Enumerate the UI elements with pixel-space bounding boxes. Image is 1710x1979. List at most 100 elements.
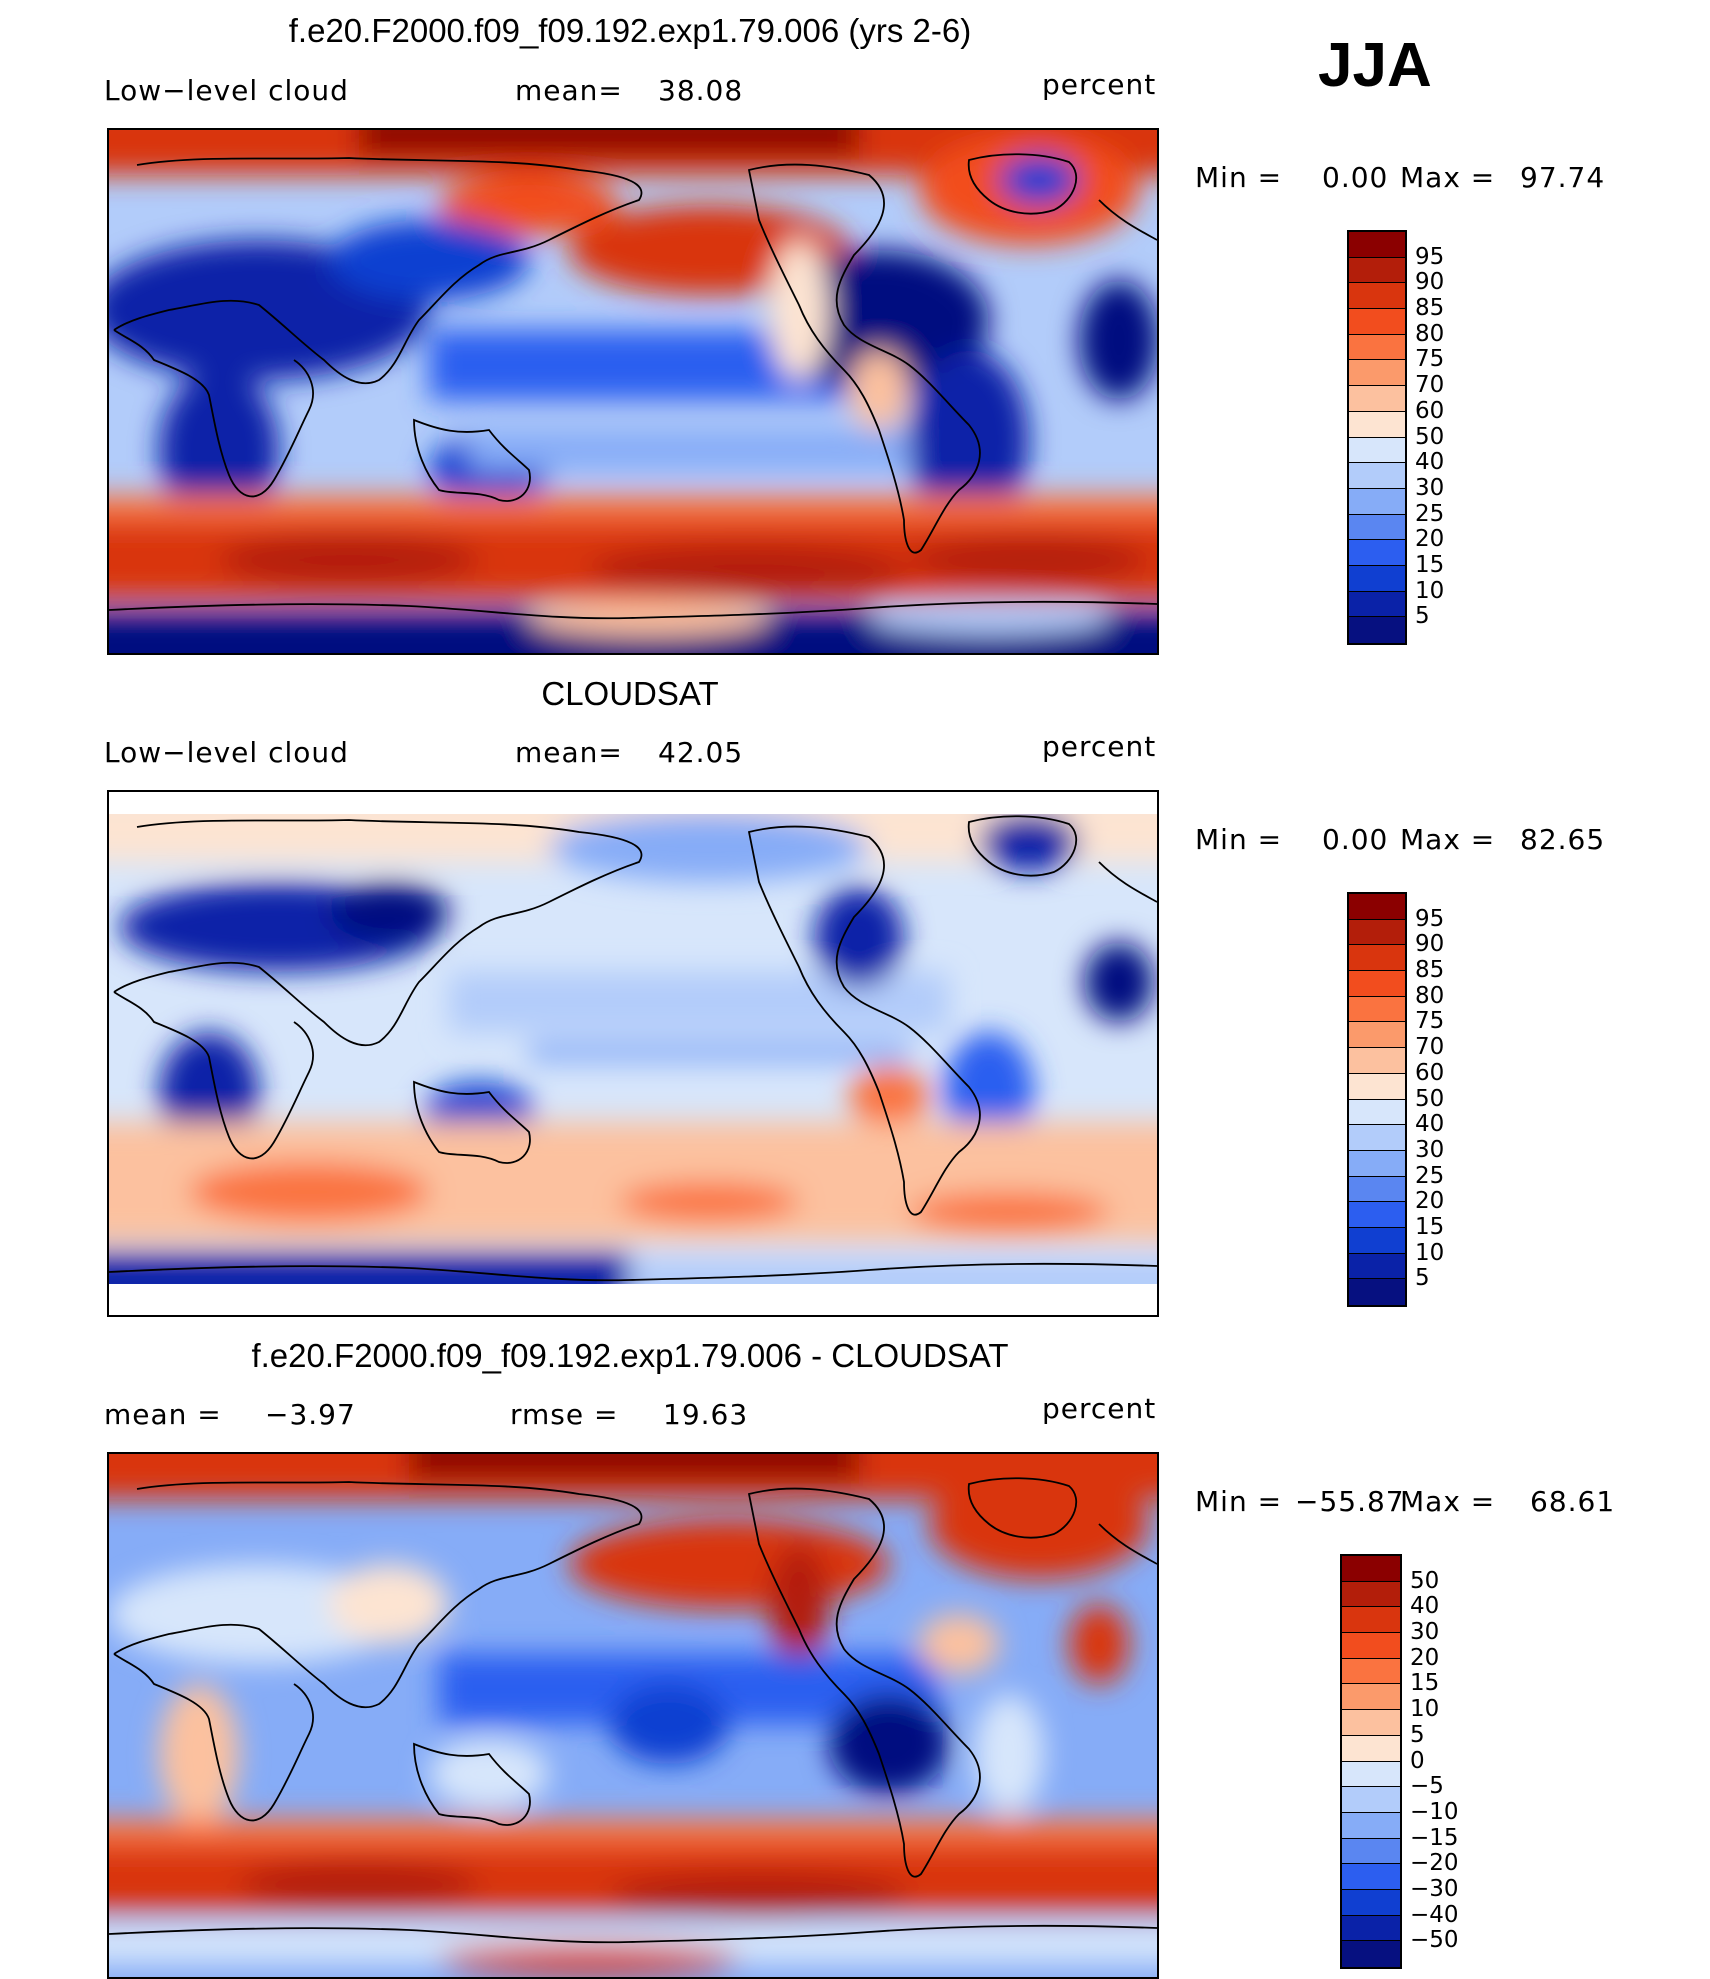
colorbar-tick-label: 70 [1415,1034,1445,1061]
colorbar-segment [1349,540,1405,566]
colorbar-tick-label: 50 [1410,1567,1440,1594]
colorbar-tick-label: 5 [1410,1721,1425,1748]
colorbar-tick-label: 15 [1415,551,1445,578]
colorbar-segment [1349,514,1405,541]
colorbar-tick-label: 5 [1415,1265,1430,1292]
colorbar-segment [1342,1864,1400,1890]
panel-1-min-value: 0.00 [1322,161,1389,194]
colorbar-segment [1342,1838,1400,1865]
colorbar-segment [1349,1150,1405,1177]
panel-3-rmse-label: rmse = [510,1398,619,1431]
colorbar-segment [1349,232,1405,258]
colorbar-segment [1342,1735,1400,1762]
panel-3-min-label: Min = [1195,1485,1283,1518]
panel-2-mean-value: 42.05 [658,736,744,769]
colorbar-tick-label: 25 [1415,1162,1445,1189]
panel-2-map [107,790,1159,1317]
colorbar-segment [1342,1556,1400,1582]
colorbar-segment [1349,1125,1405,1151]
colorbar-segment [1342,1684,1400,1711]
panel-3-min-value: −55.87 [1295,1485,1405,1518]
colorbar-tick-label: 15 [1415,1213,1445,1240]
colorbar-tick-label: 30 [1415,1136,1445,1163]
colorbar-segment [1349,1176,1405,1203]
colorbar-tick-label: −50 [1410,1927,1459,1954]
colorbar-tick-label: 75 [1415,1008,1445,1035]
colorbar-tick-label: 40 [1410,1593,1440,1620]
panel-1-variable-label: Low−level cloud [104,74,349,107]
panel-1-mean-label: mean= [515,74,623,107]
panel-2-units: percent [1042,730,1157,763]
panel-2-min-value: 0.00 [1322,823,1389,856]
panel-3-units: percent [1042,1392,1157,1425]
colorbar-segment [1349,1202,1405,1228]
panel-2-max-value: 82.65 [1520,823,1606,856]
colorbar-tick-label: 20 [1415,526,1445,553]
colorbar-tick-label: 60 [1415,397,1445,424]
panel-3-mean-value: −3.97 [265,1398,356,1431]
colorbar-tick-label: 20 [1415,1188,1445,1215]
colorbar-segment [1342,1941,1400,1967]
colorbar-segment [1342,1658,1400,1685]
colorbar-segment [1342,1915,1400,1942]
colorbar-segment [1349,1073,1405,1100]
colorbar-segment [1342,1889,1400,1916]
colorbar-segment [1349,919,1405,946]
panel-1-min-label: Min = [1195,161,1283,194]
panel-3-title: f.e20.F2000.f09_f09.192.exp1.79.006 - CL… [251,1337,1009,1374]
colorbar-segment [1349,617,1405,643]
colorbar-tick-label: 95 [1415,905,1445,932]
panel-3-coastlines [109,1477,1157,1944]
panel-2-max-label: Max = [1400,823,1496,856]
colorbar-tick-label: 90 [1415,931,1445,958]
colorbar-tick-label: 15 [1410,1670,1440,1697]
colorbar-tick-label: −5 [1410,1773,1444,1800]
colorbar-segment [1342,1633,1400,1659]
colorbar-tick-label: 5 [1415,603,1430,630]
panel-2-coastlines [109,815,1157,1282]
colorbar-tick-label: 60 [1415,1059,1445,1086]
colorbar-tick-label: 10 [1415,577,1445,604]
colorbar-tick-label: 30 [1410,1619,1440,1646]
colorbar-tick-label: −15 [1410,1824,1459,1851]
colorbar-segment [1342,1761,1400,1788]
colorbar-segment [1342,1581,1400,1608]
colorbar-segment [1342,1812,1400,1839]
panel-1-mean-value: 38.08 [658,74,744,107]
colorbar-segment [1342,1607,1400,1634]
colorbar-tick-label: 85 [1415,295,1445,322]
panel-3-rmse-value: 19.63 [663,1398,749,1431]
colorbar-tick-label: −30 [1410,1875,1459,1902]
panel-2-colorbar [1347,892,1407,1307]
colorbar-tick-label: 10 [1415,1239,1445,1266]
colorbar-segment [1349,386,1405,412]
colorbar-segment [1349,1227,1405,1254]
colorbar-segment [1349,1279,1405,1305]
colorbar-segment [1349,1099,1405,1126]
colorbar-segment [1342,1710,1400,1736]
panel-2-variable-label: Low−level cloud [104,736,349,769]
colorbar-segment [1349,411,1405,438]
colorbar-segment [1349,334,1405,361]
panel-3-map [107,1452,1159,1979]
colorbar-segment [1349,894,1405,920]
colorbar-segment [1349,283,1405,310]
colorbar-tick-label: 10 [1410,1696,1440,1723]
panel-1-title: f.e20.F2000.f09_f09.192.exp1.79.006 (yrs… [288,12,972,49]
panel-3-field [109,1454,1157,1974]
colorbar-segment [1349,565,1405,592]
colorbar-tick-label: 20 [1410,1644,1440,1671]
colorbar-segment [1349,1253,1405,1280]
colorbar-segment [1349,971,1405,997]
colorbar-tick-label: −10 [1410,1798,1459,1825]
panel-1-coastlines [109,153,1157,620]
colorbar-segment [1349,309,1405,335]
season-label: JJA [1318,31,1432,100]
colorbar-tick-label: 95 [1415,243,1445,270]
panel-1-map [107,128,1159,655]
colorbar-segment [1349,488,1405,515]
colorbar-tick-label: 70 [1415,372,1445,399]
colorbar-tick-label: 0 [1410,1747,1425,1774]
panel-1-field [109,130,1157,653]
colorbar-tick-label: 90 [1415,269,1445,296]
